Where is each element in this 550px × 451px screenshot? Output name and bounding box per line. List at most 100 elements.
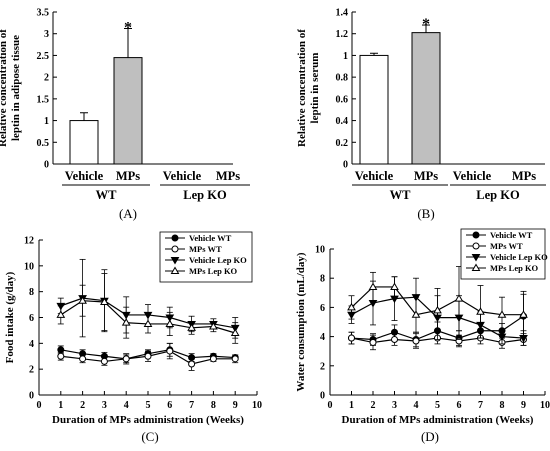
data-point [170,257,180,265]
y-axis-label-line1: Relative concentration of [0,29,9,147]
y-tick-label: 0.4 [336,116,349,127]
x-tick-label: 2 [371,400,376,411]
x-tick-label: 10 [252,400,262,411]
y-tick-label: 1 [343,51,348,62]
x-tick-label: 6 [457,400,462,411]
y-axis-label: Food intake (g/day) [4,271,16,363]
y-tick-label: 6 [320,303,325,314]
legend-entry: Vehicle WT [189,233,232,243]
x-tick-label: 10 [540,400,550,411]
y-tick-label: 1 [44,116,49,127]
y-tick-label: 0.2 [336,138,349,149]
data-point [187,323,196,331]
data-point [231,355,239,363]
data-point [472,231,480,239]
y-tick-label: 1.2 [336,29,349,40]
x-axis-label: Duration of MPs administration (Weeks) [342,414,534,426]
data-point [497,333,507,342]
bar [411,32,441,165]
data-point [122,355,130,363]
x-tick-label: 7 [189,400,194,411]
y-tick-label: 2 [29,365,34,376]
data-point [78,296,87,304]
series-mps-lep-ko [347,266,528,339]
y-tick-label: 0 [343,160,348,171]
y-tick-label: 6 [29,313,34,324]
data-point [79,355,87,363]
data-point [166,347,174,355]
data-point [497,310,507,318]
legend-entry: Vehicle WT [490,230,533,240]
data-point [170,266,180,274]
data-point [209,355,217,363]
y-tick-label: 0 [29,391,34,402]
y-tick-label: 0.8 [336,73,349,84]
data-point [454,294,464,302]
y-tick-label: 1.5 [37,94,50,105]
panel-b-bar-chart: 0 0.2 0.4 0.6 0.8 1 1.2 1.4 Relative concentrati… [296,8,546,221]
series-mps-lep-ko [56,273,240,344]
legend-entry: MPs WT [490,241,523,251]
y-tick-label: 2 [320,361,325,372]
group-label: Lep KO [183,188,227,202]
category-label: MPs [414,169,438,183]
data-point [171,234,179,242]
y-tick-label: 0.6 [336,94,349,105]
data-point [165,319,175,327]
x-tick-label: 3 [392,400,397,411]
data-point [209,322,218,330]
panel-label: (A) [119,206,137,221]
x-tick-label: 1 [58,400,63,411]
significance-marker: * [422,16,430,33]
y-tick-label: 1.4 [336,8,349,19]
series-mps-wt [57,342,239,371]
legend-entry: MPs WT [189,244,222,254]
x-tick-label: 8 [211,400,216,411]
y-tick-label: 0 [44,160,49,171]
data-point [230,328,240,336]
data-point [368,282,378,290]
y-tick-label: 8 [29,287,34,298]
x-tick-label: 7 [478,400,483,411]
y-tick-label: 4 [29,339,34,350]
y-axis-label-line2: leptin in serum [309,53,321,124]
y-tick-label: 3 [44,29,49,40]
data-point [348,334,355,342]
y-tick-label: 10 [24,261,34,272]
data-point [391,336,398,344]
group-label: WT [390,188,412,202]
category-label: MPs [216,169,240,183]
panel-label: (B) [417,206,434,221]
x-tick-label: 9 [233,400,238,411]
data-point [411,310,421,318]
data-point [433,305,442,314]
data-point [100,357,108,365]
legend-entry: Vehicle Lep KO [189,255,247,265]
panel-d-line-chart: 0 2 4 6 8 10 0 1 2 3 4 5 6 7 8 9 10 Duration of MPs admin… [295,228,550,444]
category-label: Vehicle [453,169,492,183]
x-tick-label: 6 [167,400,172,411]
data-point [471,263,481,271]
y-axis-label-line1: Relative concentration of [296,29,308,147]
data-point [347,302,356,311]
x-tick-label: 2 [80,400,85,411]
data-point [121,318,131,326]
y-axis-label: Water consumption (mL/day) [295,252,307,391]
x-tick-label: 0 [328,400,333,411]
data-point [519,310,528,318]
y-tick-label: 10 [315,245,325,256]
x-tick-label: 8 [500,400,505,411]
data-point [100,297,109,305]
x-tick-label: 4 [414,400,419,411]
category-label: MPs [512,169,536,183]
panel-label: (C) [141,429,158,444]
data-point [390,282,399,290]
data-point [369,338,377,346]
x-tick-label: 0 [37,400,42,411]
x-tick-label: 5 [146,400,151,411]
category-label: Vehicle [163,169,202,183]
category-label: MPs [116,169,140,183]
